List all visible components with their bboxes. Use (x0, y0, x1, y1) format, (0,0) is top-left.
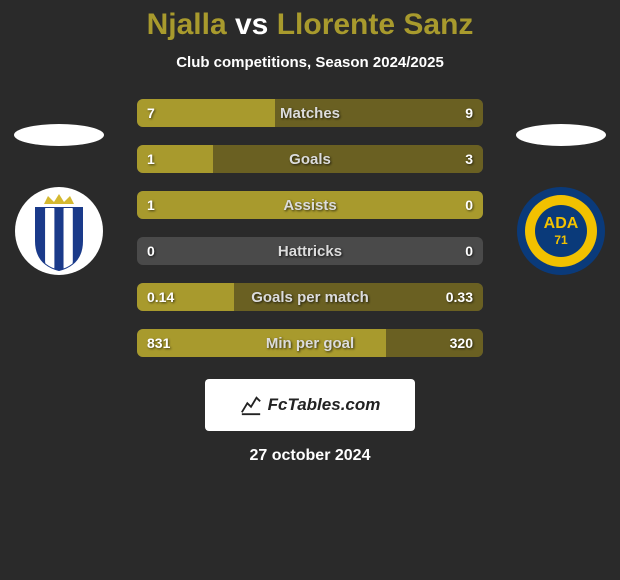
stat-value-left: 7 (147, 105, 155, 121)
club-badge-left (14, 186, 104, 276)
stat-label: Assists (137, 197, 483, 214)
svg-text:71: 71 (554, 233, 568, 247)
chart-icon (240, 394, 262, 416)
brand-text: FcTables.com (268, 395, 381, 415)
stat-row: Min per goal831 320 (137, 329, 483, 357)
footer-date: 27 october 2024 (0, 447, 620, 465)
stat-value-right: 0 (465, 243, 473, 259)
stat-row: Goals1 3 (137, 145, 483, 173)
stat-label: Goals (137, 151, 483, 168)
stat-value-left: 831 (147, 335, 170, 351)
stat-row: Hattricks0 0 (137, 237, 483, 265)
infographic-container: Njalla vs Llorente Sanz Club competition… (0, 0, 620, 465)
stat-value-left: 1 (147, 197, 155, 213)
right-logo-slot: ADA71 (516, 124, 606, 276)
svg-text:ADA: ADA (544, 215, 579, 232)
stat-label: Matches (137, 105, 483, 122)
vs-text: vs (235, 8, 268, 41)
stat-row: Matches7 9 (137, 99, 483, 127)
stat-label: Min per goal (137, 335, 483, 352)
left-logo-slot (14, 124, 104, 276)
stat-value-left: 0 (147, 243, 155, 259)
club-badge-right: ADA71 (516, 186, 606, 276)
player1-name: Njalla (147, 8, 227, 41)
stat-value-right: 3 (465, 151, 473, 167)
stat-value-right: 320 (450, 335, 473, 351)
stat-row: Assists1 0 (137, 191, 483, 219)
stat-value-right: 0.33 (446, 289, 473, 305)
stat-row: Goals per match0.14 0.33 (137, 283, 483, 311)
stat-value-right: 9 (465, 105, 473, 121)
stat-label: Goals per match (137, 289, 483, 306)
stat-label: Hattricks (137, 243, 483, 260)
page-title: Njalla vs Llorente Sanz (0, 8, 620, 42)
stat-value-left: 0.14 (147, 289, 174, 305)
stats-bars: Matches79Goals13Assists10Hattricks00Goal… (137, 99, 483, 357)
player2-name: Llorente Sanz (277, 8, 474, 41)
shadow-ellipse-left (14, 124, 104, 146)
subtitle: Club competitions, Season 2024/2025 (0, 54, 620, 71)
shadow-ellipse-right (516, 124, 606, 146)
stat-value-right: 0 (465, 197, 473, 213)
brand-box[interactable]: FcTables.com (205, 379, 415, 431)
stat-value-left: 1 (147, 151, 155, 167)
